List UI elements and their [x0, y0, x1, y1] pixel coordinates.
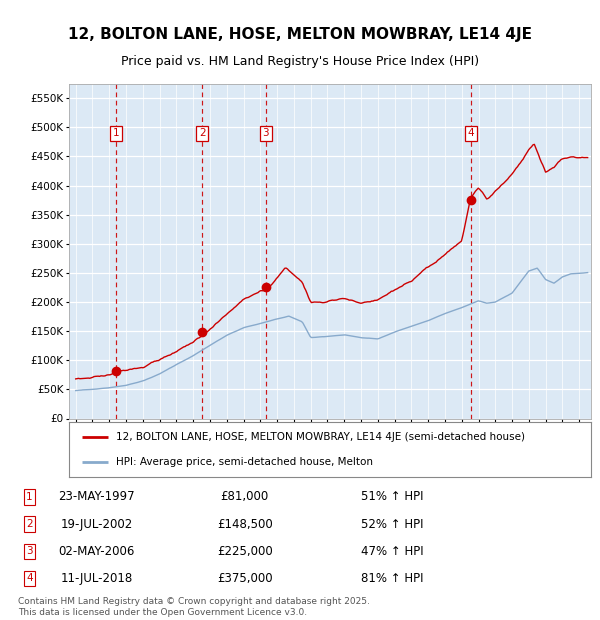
- Text: 4: 4: [26, 574, 33, 583]
- Text: 1: 1: [113, 128, 119, 138]
- Text: 3: 3: [263, 128, 269, 138]
- Text: 12, BOLTON LANE, HOSE, MELTON MOWBRAY, LE14 4JE: 12, BOLTON LANE, HOSE, MELTON MOWBRAY, L…: [68, 27, 532, 42]
- Text: £225,000: £225,000: [217, 545, 272, 557]
- Text: Price paid vs. HM Land Registry's House Price Index (HPI): Price paid vs. HM Land Registry's House …: [121, 56, 479, 68]
- Text: £81,000: £81,000: [221, 490, 269, 503]
- Text: 81% ↑ HPI: 81% ↑ HPI: [361, 572, 424, 585]
- Text: HPI: Average price, semi-detached house, Melton: HPI: Average price, semi-detached house,…: [116, 458, 373, 467]
- Text: 1: 1: [26, 492, 33, 502]
- Text: 2: 2: [199, 128, 206, 138]
- Text: 02-MAY-2006: 02-MAY-2006: [58, 545, 134, 557]
- Text: 3: 3: [26, 546, 33, 556]
- Text: 12, BOLTON LANE, HOSE, MELTON MOWBRAY, LE14 4JE (semi-detached house): 12, BOLTON LANE, HOSE, MELTON MOWBRAY, L…: [116, 432, 525, 441]
- Text: 11-JUL-2018: 11-JUL-2018: [60, 572, 133, 585]
- Text: 52% ↑ HPI: 52% ↑ HPI: [361, 518, 424, 531]
- Text: 4: 4: [467, 128, 474, 138]
- Text: 51% ↑ HPI: 51% ↑ HPI: [361, 490, 424, 503]
- Text: 2: 2: [26, 519, 33, 529]
- Text: £148,500: £148,500: [217, 518, 272, 531]
- Text: £375,000: £375,000: [217, 572, 272, 585]
- Text: 19-JUL-2002: 19-JUL-2002: [60, 518, 133, 531]
- Text: 47% ↑ HPI: 47% ↑ HPI: [361, 545, 424, 557]
- Text: Contains HM Land Registry data © Crown copyright and database right 2025.
This d: Contains HM Land Registry data © Crown c…: [18, 598, 370, 617]
- Text: 23-MAY-1997: 23-MAY-1997: [58, 490, 135, 503]
